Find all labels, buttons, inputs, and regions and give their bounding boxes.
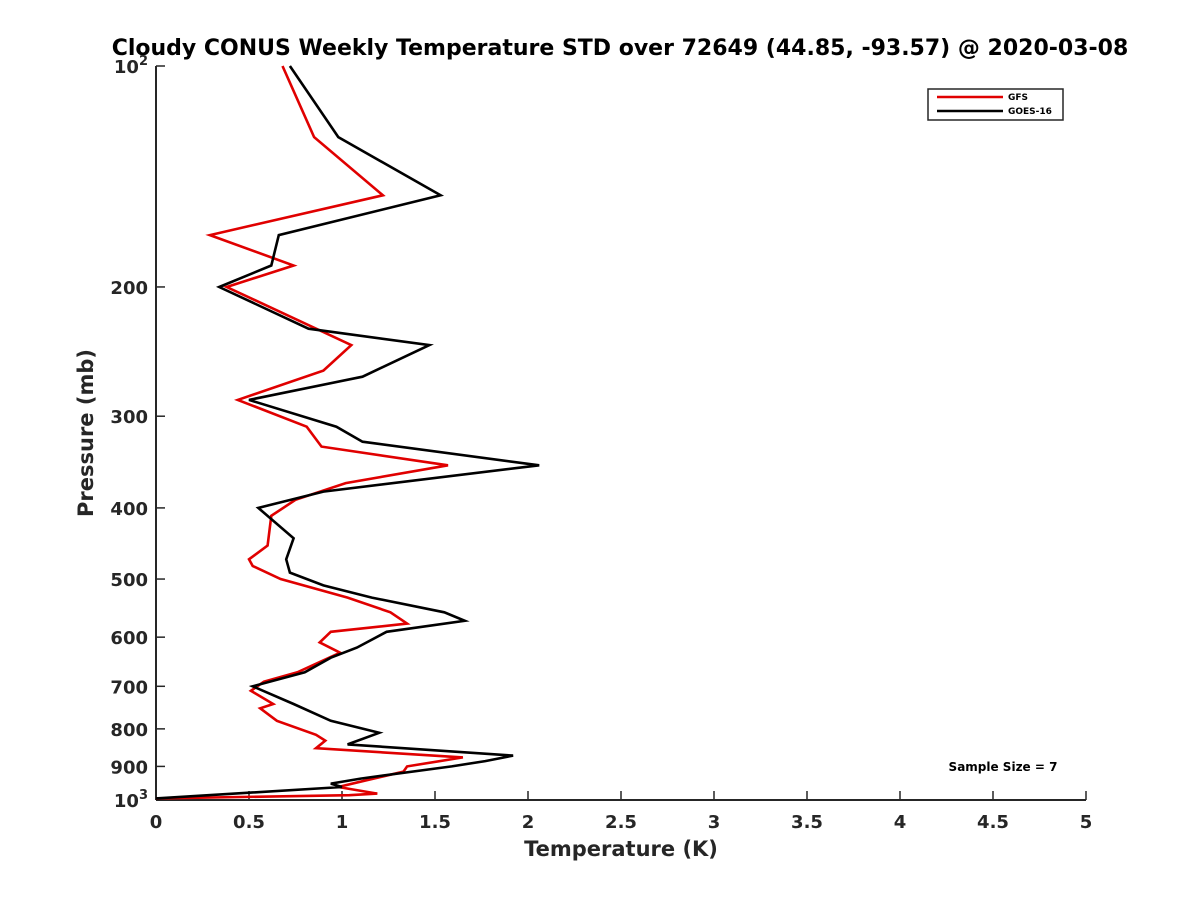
plot-axes [155,66,1086,801]
x-tick-label: 1 [336,812,349,833]
x-tick-label: 0.5 [233,812,265,833]
sample-size-annotation: Sample Size = 7 [949,760,1058,774]
y-tick-exponent: 3 [139,788,148,803]
y-tick-base: 10 [114,57,139,78]
x-tick-label: 0 [150,812,163,833]
y-tick-label: 200 [110,278,148,299]
y-tick-label: 900 [110,757,148,778]
y-tick-label: 300 [110,407,148,428]
legend-box [927,88,1064,121]
y-tick-label: 800 [110,720,148,741]
y-axis-label: Pressure (mb) [74,349,98,517]
y-tick-label: 600 [110,628,148,649]
y-tick-label: 700 [110,677,148,698]
x-tick-label: 4 [894,812,907,833]
series-line-goes-16 [155,65,540,800]
y-tick-exponent: 2 [139,54,148,69]
x-tick-label: 1.5 [419,812,451,833]
series-line-gfs [155,65,464,800]
x-tick-label: 5 [1080,812,1093,833]
x-ticks: 0 0.5 1 1.5 2 2.5 3 3.5 4 4.5 5 [150,791,1093,833]
x-tick-label: 2 [522,812,535,833]
x-tick-label: 2.5 [605,812,637,833]
x-tick-label: 3 [708,812,721,833]
series-lines [155,65,540,800]
x-tick-label: 4.5 [977,812,1009,833]
y-tick-label: 400 [110,499,148,520]
chart-title: Cloudy CONUS Weekly Temperature STD over… [112,36,1129,61]
legend-label-gfs: GFS [1008,93,1028,103]
y-tick-base: 10 [114,791,139,812]
y-tick-label: 500 [110,570,148,591]
legend: GFS GOES-16 [927,88,1064,121]
x-tick-label: 3.5 [791,812,823,833]
x-axis-label: Temperature (K) [524,837,718,861]
legend-label-goes-16: GOES-16 [1008,107,1052,117]
y-tick-label: 103 [114,788,148,812]
y-tick-label: 102 [114,54,148,78]
